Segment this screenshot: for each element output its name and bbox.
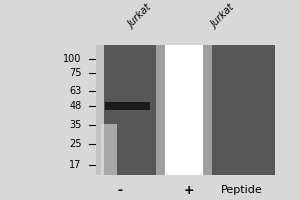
Text: 100: 100 [63, 54, 82, 64]
Text: 48: 48 [69, 101, 82, 111]
Bar [97, 45, 275, 175]
Bar [97, 45, 156, 175]
Text: Jurkat: Jurkat [126, 3, 153, 30]
Text: -: - [118, 184, 123, 197]
Text: 25: 25 [69, 139, 82, 149]
Bar [101, 124, 117, 175]
Bar [105, 102, 150, 110]
Text: Jurkat: Jurkat [209, 3, 237, 30]
Text: Peptide: Peptide [221, 185, 263, 195]
Bar [165, 45, 203, 175]
Text: 75: 75 [69, 68, 82, 78]
Text: 17: 17 [69, 160, 82, 170]
Text: +: + [183, 184, 194, 197]
Bar [97, 45, 104, 175]
Text: 35: 35 [69, 120, 82, 130]
Text: 63: 63 [69, 86, 82, 96]
Bar [212, 45, 275, 175]
